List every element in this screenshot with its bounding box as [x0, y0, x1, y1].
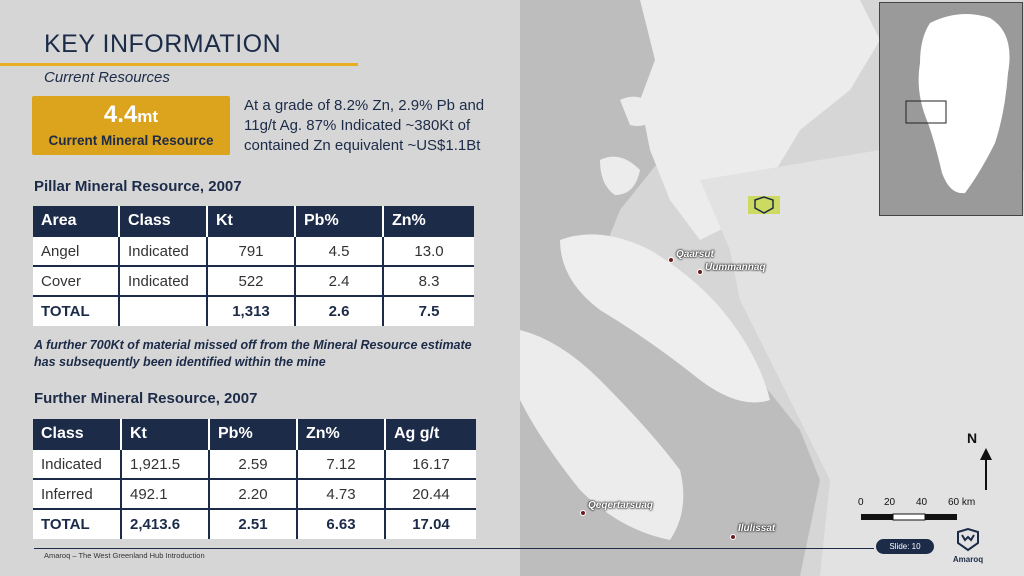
resource-highlight-box: 4.4mt Current Mineral Resource: [32, 96, 230, 155]
pillar-header-area: Area: [33, 206, 120, 236]
footer-text: Amaroq – The West Greenland Hub Introduc…: [44, 551, 205, 560]
table-cell: 2.6: [295, 295, 384, 326]
page-title: KEY INFORMATION: [44, 30, 282, 58]
further-header-ag: Ag g/t: [385, 419, 476, 449]
town-label-qeqertarsuaq: Qeqertarsuaq: [588, 500, 654, 511]
highlight-value: 4.4: [103, 101, 138, 128]
north-arrow: N: [966, 430, 996, 490]
pillar-header-zn: Zn%: [383, 206, 474, 236]
table-header-row: Class Kt Pb% Zn% Ag g/t: [33, 419, 476, 449]
table-row: Cover Indicated 522 2.4 8.3: [33, 265, 474, 296]
town-label-uummannaq: Uummannaq: [705, 262, 766, 273]
table-cell: 7.5: [383, 295, 474, 326]
table-cell: 17.04: [385, 508, 476, 539]
wolf-logo-icon: [957, 527, 979, 552]
table-cell: 2.4: [295, 265, 384, 296]
north-label: N: [967, 430, 978, 446]
town-label-qaarsut: Qaarsut: [676, 249, 714, 260]
scale-label-20: 20: [884, 497, 896, 508]
table-cell: 4.73: [297, 478, 386, 509]
pillar-header-class: Class: [119, 206, 208, 236]
slide-number-badge: Slide: 10: [876, 539, 934, 554]
table-cell: 791: [207, 235, 296, 266]
table-cell: 2,413.6: [121, 508, 210, 539]
table-cell: 7.12: [297, 448, 386, 479]
table-row: Indicated 1,921.5 2.59 7.12 16.17: [33, 448, 476, 479]
table-cell: Inferred: [33, 478, 122, 509]
table-cell: 2.59: [209, 448, 298, 479]
greenland-inset-map: [879, 2, 1023, 216]
footer-divider: [34, 548, 874, 549]
further-header-zn: Zn%: [297, 419, 386, 449]
further-header-class: Class: [33, 419, 122, 449]
further-header-pb: Pb%: [209, 419, 298, 449]
qaarsut-marker: [668, 257, 674, 263]
grade-description: At a grade of 8.2% Zn, 2.9% Pb and 11g/t…: [244, 97, 485, 154]
table-cell: Cover: [33, 265, 120, 296]
table-cell: Angel: [33, 235, 120, 266]
pillar-resource-table: Area Class Kt Pb% Zn% Angel Indicated 79…: [33, 206, 474, 326]
table-cell: 16.17: [385, 448, 476, 479]
amaroq-logo: Amaroq: [950, 527, 986, 568]
table-cell: TOTAL: [33, 508, 122, 539]
table-cell: Indicated: [119, 265, 208, 296]
table-cell: Indicated: [119, 235, 208, 266]
pillar-header-kt: Kt: [207, 206, 296, 236]
table-row: Inferred 492.1 2.20 4.73 20.44: [33, 478, 476, 509]
table-cell: 2.51: [209, 508, 298, 539]
scale-label-40: 40: [916, 497, 928, 508]
further-header-kt: Kt: [121, 419, 210, 449]
north-arrow-icon: [980, 448, 992, 490]
highlight-unit: mt: [137, 107, 159, 126]
qeqertarsuaq-marker: [580, 510, 586, 516]
table-row: Angel Indicated 791 4.5 13.0: [33, 235, 474, 266]
table-cell: 8.3: [383, 265, 474, 296]
table-total-row: TOTAL 1,313 2.6 7.5: [33, 295, 474, 326]
table-cell: 4.5: [295, 235, 384, 266]
pillar-heading: Pillar Mineral Resource, 2007: [34, 178, 242, 195]
table-cell: 1,921.5: [121, 448, 210, 479]
table-cell: 1,313: [207, 295, 296, 326]
table-cell: Indicated: [33, 448, 122, 479]
pillar-header-pb: Pb%: [295, 206, 384, 236]
table-total-row: TOTAL 2,413.6 2.51 6.63 17.04: [33, 508, 476, 539]
resource-note: A further 700Kt of material missed off f…: [34, 338, 472, 369]
logo-text: Amaroq: [952, 555, 984, 564]
scale-label-0: 0: [858, 497, 864, 508]
table-cell: 13.0: [383, 235, 474, 266]
scale-label-60: 60 km: [948, 497, 976, 508]
highlight-caption: Current Mineral Resource: [48, 133, 214, 148]
title-underline: [0, 63, 358, 66]
table-cell: 522: [207, 265, 296, 296]
table-cell: 492.1: [121, 478, 210, 509]
table-cell: 2.20: [209, 478, 298, 509]
page-subtitle: Current Resources: [44, 69, 170, 86]
table-cell: TOTAL: [33, 295, 120, 326]
further-heading: Further Mineral Resource, 2007: [34, 390, 258, 407]
uummannaq-marker: [697, 269, 703, 275]
table-cell: [119, 295, 208, 326]
scale-bar: 0 20 40 60 km: [858, 497, 988, 527]
table-cell: 6.63: [297, 508, 386, 539]
town-label-ilulissat: Ilulissat: [738, 523, 776, 534]
table-cell: 20.44: [385, 478, 476, 509]
further-resource-table: Class Kt Pb% Zn% Ag g/t Indicated 1,921.…: [33, 419, 476, 539]
table-header-row: Area Class Kt Pb% Zn%: [33, 206, 474, 236]
ilulissat-marker: [730, 534, 736, 540]
